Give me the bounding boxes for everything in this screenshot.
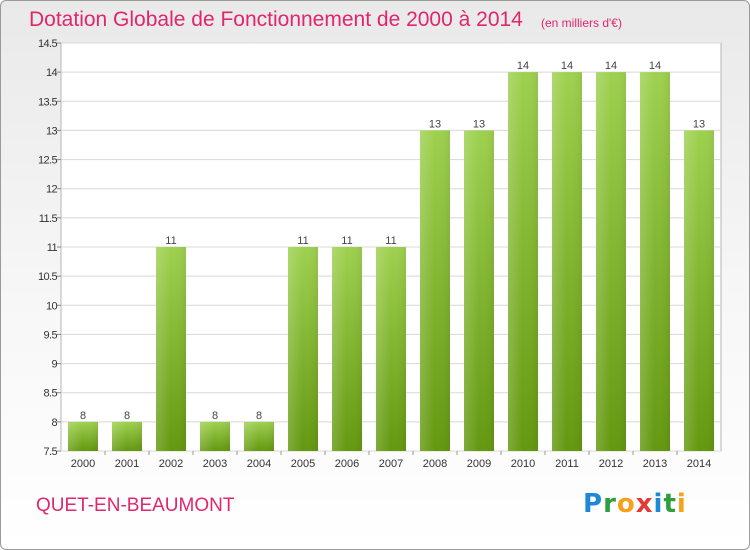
data-label: 11 xyxy=(165,235,176,247)
y-tick-label: 13.5 xyxy=(38,96,57,108)
y-tick-label: 10.5 xyxy=(38,271,57,283)
x-tick-label: 2011 xyxy=(555,458,579,470)
y-tick-label: 12.5 xyxy=(38,155,57,167)
x-tick-label: 2007 xyxy=(379,458,403,470)
bar-sheen xyxy=(508,72,538,452)
data-label: 13 xyxy=(429,118,441,130)
brand-letter: i xyxy=(653,489,664,519)
data-label: 8 xyxy=(124,410,130,422)
y-tick-label: 9 xyxy=(51,359,57,371)
chart-title: Dotation Globale de Fonctionnement de 20… xyxy=(29,8,523,31)
data-label: 14 xyxy=(649,60,661,72)
bar-sheen xyxy=(244,421,274,451)
x-tick-label: 2006 xyxy=(335,458,359,470)
bar-sheen xyxy=(156,247,186,451)
brand-letter: i xyxy=(676,489,687,519)
y-tick-label: 8.5 xyxy=(44,388,58,400)
y-tick-label: 11 xyxy=(47,242,58,254)
bar-sheen xyxy=(552,72,582,452)
data-label: 13 xyxy=(693,118,705,130)
y-tick-label: 14 xyxy=(46,67,58,79)
y-tick-label: 8 xyxy=(51,417,57,429)
x-tick-label: 2008 xyxy=(423,458,447,470)
data-label: 14 xyxy=(517,60,529,72)
x-tick-label: 2009 xyxy=(467,458,491,470)
x-tick-label: 2013 xyxy=(643,458,667,470)
data-label: 8 xyxy=(212,410,218,422)
y-tick-label: 9.5 xyxy=(44,329,58,341)
bar-sheen xyxy=(596,72,626,452)
bar-sheen xyxy=(112,421,142,451)
data-label: 8 xyxy=(80,410,86,422)
brand-letter: P xyxy=(583,489,604,519)
data-label: 14 xyxy=(605,60,617,72)
x-tick-label: 2005 xyxy=(291,458,315,470)
y-tick-label: 11.5 xyxy=(39,213,58,225)
data-label: 11 xyxy=(341,235,352,247)
bar-sheen xyxy=(332,247,362,451)
y-tick-label: 7.5 xyxy=(44,446,58,458)
x-tick-label: 2000 xyxy=(71,458,95,470)
x-tick-label: 2012 xyxy=(599,458,623,470)
chart-subtitle: (en milliers d'€) xyxy=(541,16,622,30)
brand-letter: o xyxy=(616,489,636,519)
x-tick-label: 2010 xyxy=(511,458,535,470)
bar-sheen xyxy=(200,421,230,451)
bar-sheen xyxy=(420,130,450,451)
y-tick-label: 13 xyxy=(46,125,58,137)
brand-letter: t xyxy=(663,489,677,519)
brand-letter: x xyxy=(635,489,654,519)
data-label: 8 xyxy=(256,410,262,422)
y-tick-label: 12 xyxy=(46,184,58,196)
proxiti-logo: Proxiti xyxy=(583,489,687,519)
x-tick-label: 2014 xyxy=(687,458,711,470)
bar-sheen xyxy=(288,247,318,451)
bar-sheen xyxy=(640,72,670,452)
bar-sheen xyxy=(464,130,494,451)
data-label: 14 xyxy=(561,60,573,72)
data-label: 11 xyxy=(385,235,396,247)
x-tick-label: 2004 xyxy=(247,458,271,470)
x-tick-label: 2003 xyxy=(203,458,227,470)
commune-name: QUET-EN-BEAUMONT xyxy=(36,495,235,516)
brand-letter: r xyxy=(603,489,617,519)
y-tick-label: 10 xyxy=(46,300,58,312)
bar-sheen xyxy=(684,130,714,451)
y-tick-label: 14.5 xyxy=(38,38,57,50)
data-label: 11 xyxy=(297,235,308,247)
x-tick-label: 2002 xyxy=(159,458,183,470)
x-tick-label: 2001 xyxy=(115,458,139,470)
bar-sheen xyxy=(376,247,406,451)
bar-sheen xyxy=(68,421,98,451)
data-label: 13 xyxy=(473,118,485,130)
